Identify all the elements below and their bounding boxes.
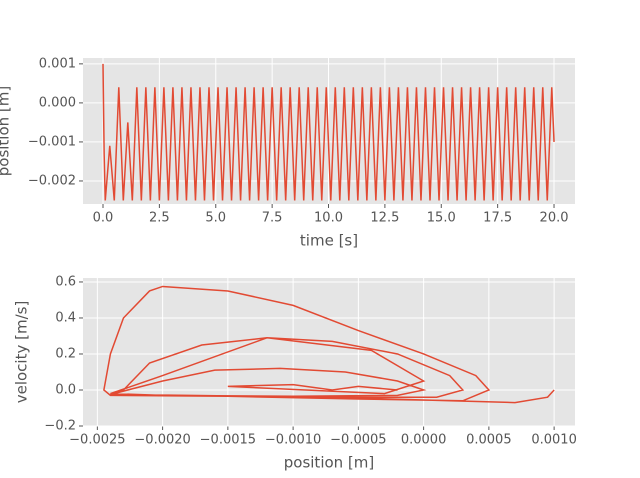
x-tick-label: 15.0 [427, 211, 456, 226]
x-tick-label: 0.0000 [401, 433, 447, 448]
y-tick-label: 0.000 [39, 95, 76, 110]
axes: −0.0025 −0.0020 −0.0015 −0.0010 −0.0005 0.000… [13, 274, 577, 471]
x-tick-label: 20.0 [540, 211, 569, 226]
x-tick-label: −0.0025 [69, 433, 125, 448]
data-line [102, 63, 555, 201]
x-tick-label: 0.0 [93, 211, 114, 226]
y-axis-label: velocity [m/s] [13, 301, 31, 404]
x-tick-label: 0.0010 [531, 433, 577, 448]
y-tick-label: −0.002 [28, 173, 76, 188]
x-tick-label: 10.0 [314, 211, 343, 226]
x-tick-label: 0.0005 [466, 433, 512, 448]
y-tick-label: 0.4 [55, 310, 76, 325]
x-tick-label: −0.0010 [265, 433, 321, 448]
x-tick-label: 2.5 [149, 211, 170, 226]
y-axis-label: position [m] [0, 86, 13, 177]
x-tick-label: 12.5 [370, 211, 399, 226]
x-tick-label: −0.0005 [330, 433, 386, 448]
y-tick-label: 0.2 [55, 346, 76, 361]
plot-area [83, 278, 575, 426]
x-axis-label: time [s] [300, 232, 358, 250]
y-tick-label: −0.2 [44, 419, 76, 434]
data-line [103, 285, 555, 404]
y-tick-label: 0.6 [55, 274, 76, 289]
y-tick-label: 0.001 [39, 56, 76, 71]
x-tick-label: −0.0020 [134, 433, 190, 448]
x-axis-label: position [m] [284, 454, 375, 472]
x-tick-label: 7.5 [262, 211, 283, 226]
y-tick-label: 0.0 [55, 382, 76, 397]
y-tick-label: −0.001 [28, 134, 76, 149]
x-tick-label: −0.0015 [200, 433, 256, 448]
x-tick-label: 17.5 [483, 211, 512, 226]
axes: 0.0 2.5 5.0 7.5 10.0 12.5 15.0 17.5 20.0 −0.002 −0… [0, 56, 575, 250]
x-tick-label: 5.0 [205, 211, 226, 226]
